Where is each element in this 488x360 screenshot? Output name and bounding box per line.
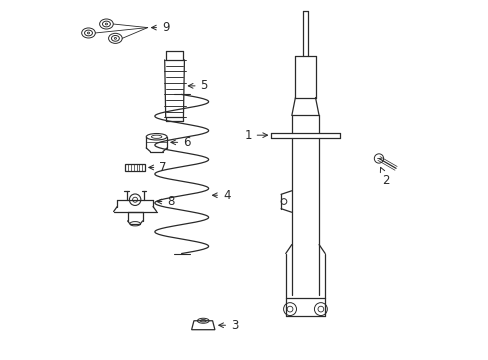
Text: 4: 4 (212, 189, 230, 202)
Text: 3: 3 (218, 319, 238, 332)
Text: 6: 6 (170, 136, 190, 149)
Text: 5: 5 (188, 79, 207, 93)
Text: 8: 8 (157, 195, 174, 208)
Text: 9: 9 (151, 21, 169, 34)
Text: 1: 1 (244, 129, 267, 142)
Text: 2: 2 (380, 167, 389, 186)
Text: 7: 7 (148, 161, 166, 174)
